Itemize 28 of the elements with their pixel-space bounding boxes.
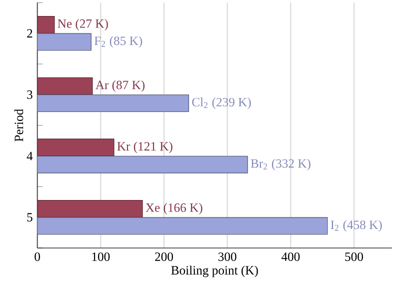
data-label: Ar (87 K) xyxy=(95,80,145,92)
data-label: Kr (121 K) xyxy=(117,142,172,154)
y-tick-label: 5 xyxy=(27,213,32,222)
x-tick-label: 500 xyxy=(345,252,363,261)
bar xyxy=(37,16,55,34)
bar xyxy=(37,138,114,156)
y-tick-label: 3 xyxy=(27,90,32,99)
data-label: I$_{2}$ (458 K) xyxy=(330,220,382,232)
x-tick-label: 200 xyxy=(155,252,173,261)
x-tick-label: 400 xyxy=(281,252,300,261)
data-label: Xe (166 K) xyxy=(146,203,202,214)
data-label: Ne (27 K) xyxy=(58,19,108,30)
y-tick-label: 4 xyxy=(26,152,33,160)
data-label: Cl$_{2}$ (239 K) xyxy=(192,98,251,109)
y-axis-title: Period xyxy=(14,109,24,142)
bar xyxy=(37,200,143,218)
data-label: F$_{2}$ (85 K) xyxy=(94,36,142,48)
x-tick-label: 0 xyxy=(34,252,40,261)
bar xyxy=(37,94,190,112)
y-tick-label: 2 xyxy=(27,29,32,38)
x-axis-title: Boiling point (K) xyxy=(171,266,258,278)
x-tick-label: 100 xyxy=(92,252,110,261)
bar xyxy=(37,217,328,235)
bar xyxy=(37,156,248,174)
x-tick-label: 300 xyxy=(218,252,236,261)
data-label: Br$_{2}$ (332 K) xyxy=(250,158,310,170)
bar xyxy=(37,77,93,95)
bar xyxy=(37,33,92,51)
